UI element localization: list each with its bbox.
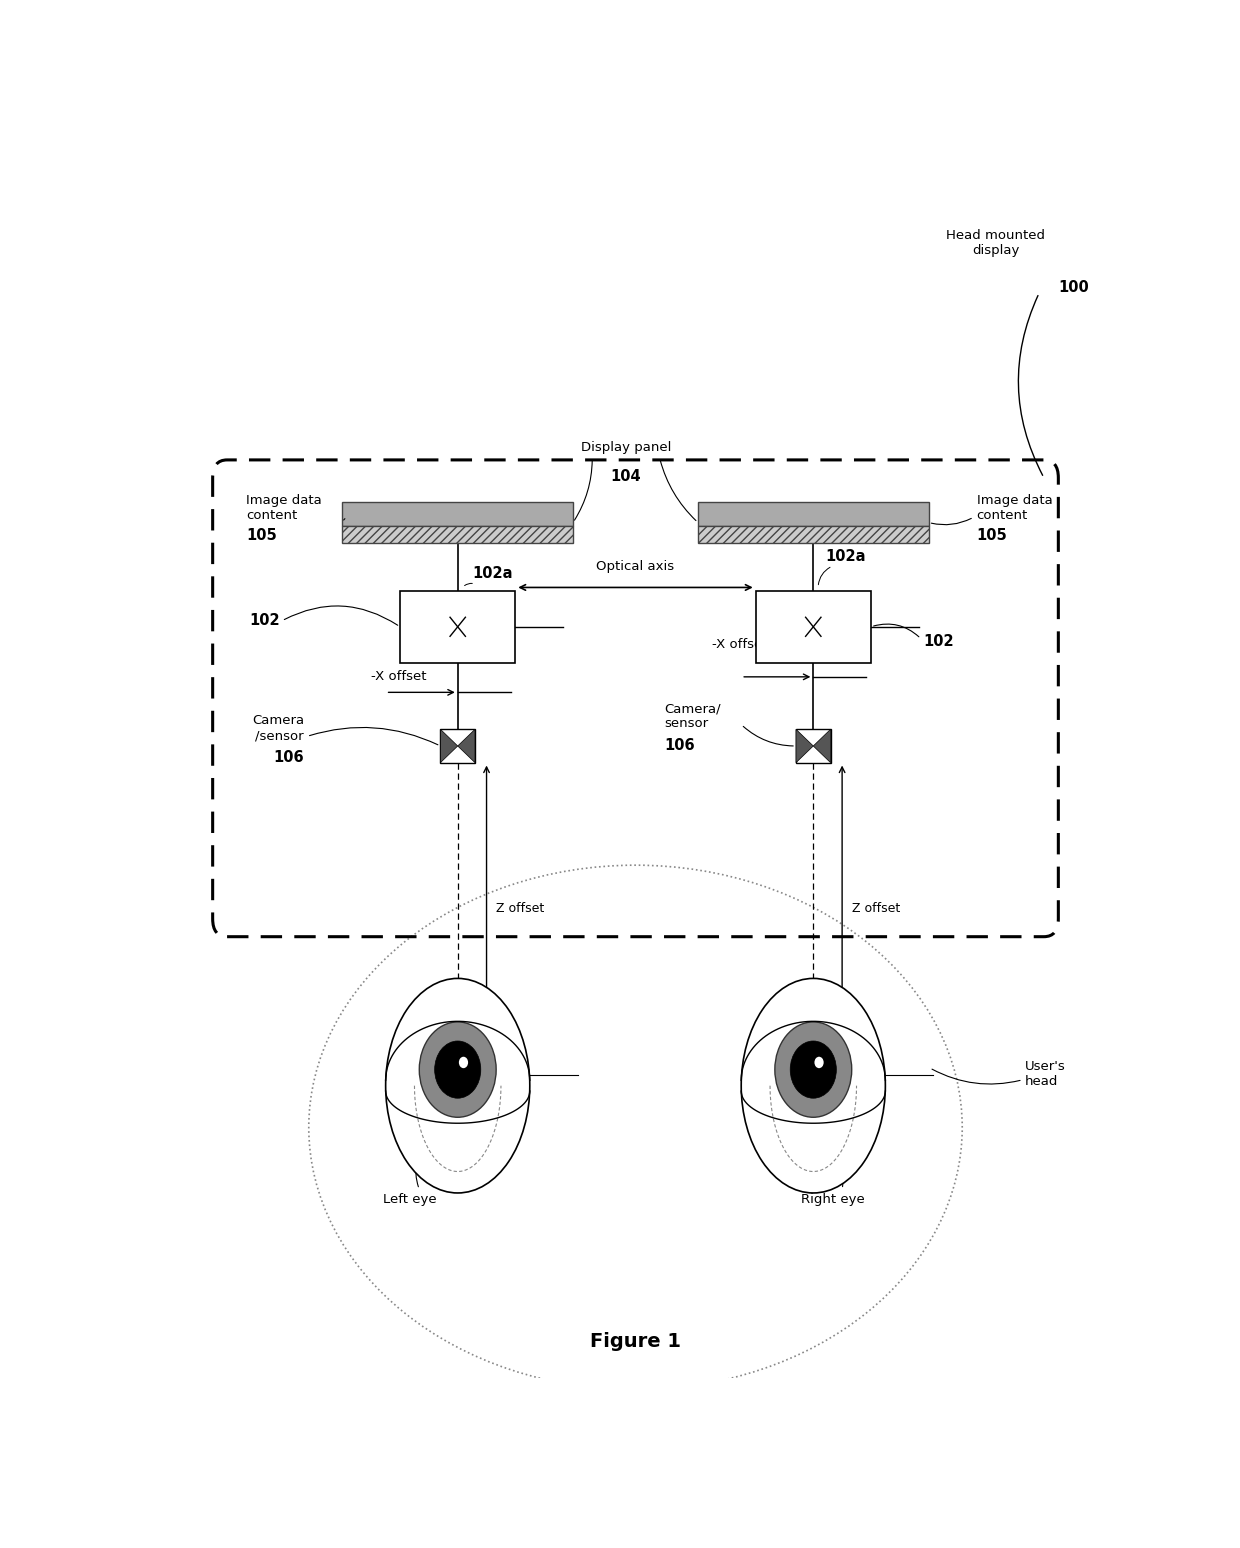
Text: Image data
content: Image data content xyxy=(977,494,1053,522)
Text: Z offset: Z offset xyxy=(496,901,544,915)
Ellipse shape xyxy=(419,1022,496,1118)
Text: -X offset: -X offset xyxy=(371,670,427,683)
Text: 102: 102 xyxy=(924,633,955,649)
Text: 102a: 102a xyxy=(825,548,866,563)
Text: Camera
/sensor: Camera /sensor xyxy=(252,714,304,741)
Text: Display panel: Display panel xyxy=(580,441,671,454)
Bar xyxy=(755,591,870,663)
Text: 100: 100 xyxy=(1058,280,1089,294)
Polygon shape xyxy=(458,729,475,763)
Ellipse shape xyxy=(775,1022,852,1118)
Ellipse shape xyxy=(815,1057,823,1068)
Text: 106: 106 xyxy=(665,738,694,752)
Text: -X offset: -X offset xyxy=(713,638,768,650)
Text: Left eye: Left eye xyxy=(383,1194,436,1206)
Text: Optical axis: Optical axis xyxy=(596,560,675,573)
Ellipse shape xyxy=(386,978,529,1194)
Text: 105: 105 xyxy=(977,528,1007,543)
Bar xyxy=(796,729,831,763)
Ellipse shape xyxy=(435,1040,481,1098)
Text: Camera/
sensor: Camera/ sensor xyxy=(665,703,720,731)
Bar xyxy=(401,591,516,663)
Polygon shape xyxy=(796,729,813,763)
Text: 106: 106 xyxy=(273,749,304,765)
Polygon shape xyxy=(813,729,831,763)
Text: 102: 102 xyxy=(249,613,280,628)
Bar xyxy=(342,526,573,543)
Text: 102a: 102a xyxy=(472,567,512,582)
Polygon shape xyxy=(440,729,458,763)
Text: 104: 104 xyxy=(610,469,641,485)
Bar xyxy=(698,502,929,526)
Text: Right eye: Right eye xyxy=(801,1194,864,1206)
Bar xyxy=(440,729,475,763)
Text: Image data
content: Image data content xyxy=(247,494,322,522)
Ellipse shape xyxy=(459,1057,467,1068)
Text: Head mounted
display: Head mounted display xyxy=(946,229,1045,257)
Text: User's
head: User's head xyxy=(1024,1060,1065,1088)
Bar xyxy=(342,502,573,526)
Text: Z offset: Z offset xyxy=(852,901,900,915)
Text: 105: 105 xyxy=(247,528,277,543)
Ellipse shape xyxy=(742,978,885,1194)
Text: Figure 1: Figure 1 xyxy=(590,1333,681,1351)
Bar xyxy=(698,526,929,543)
Ellipse shape xyxy=(790,1040,836,1098)
